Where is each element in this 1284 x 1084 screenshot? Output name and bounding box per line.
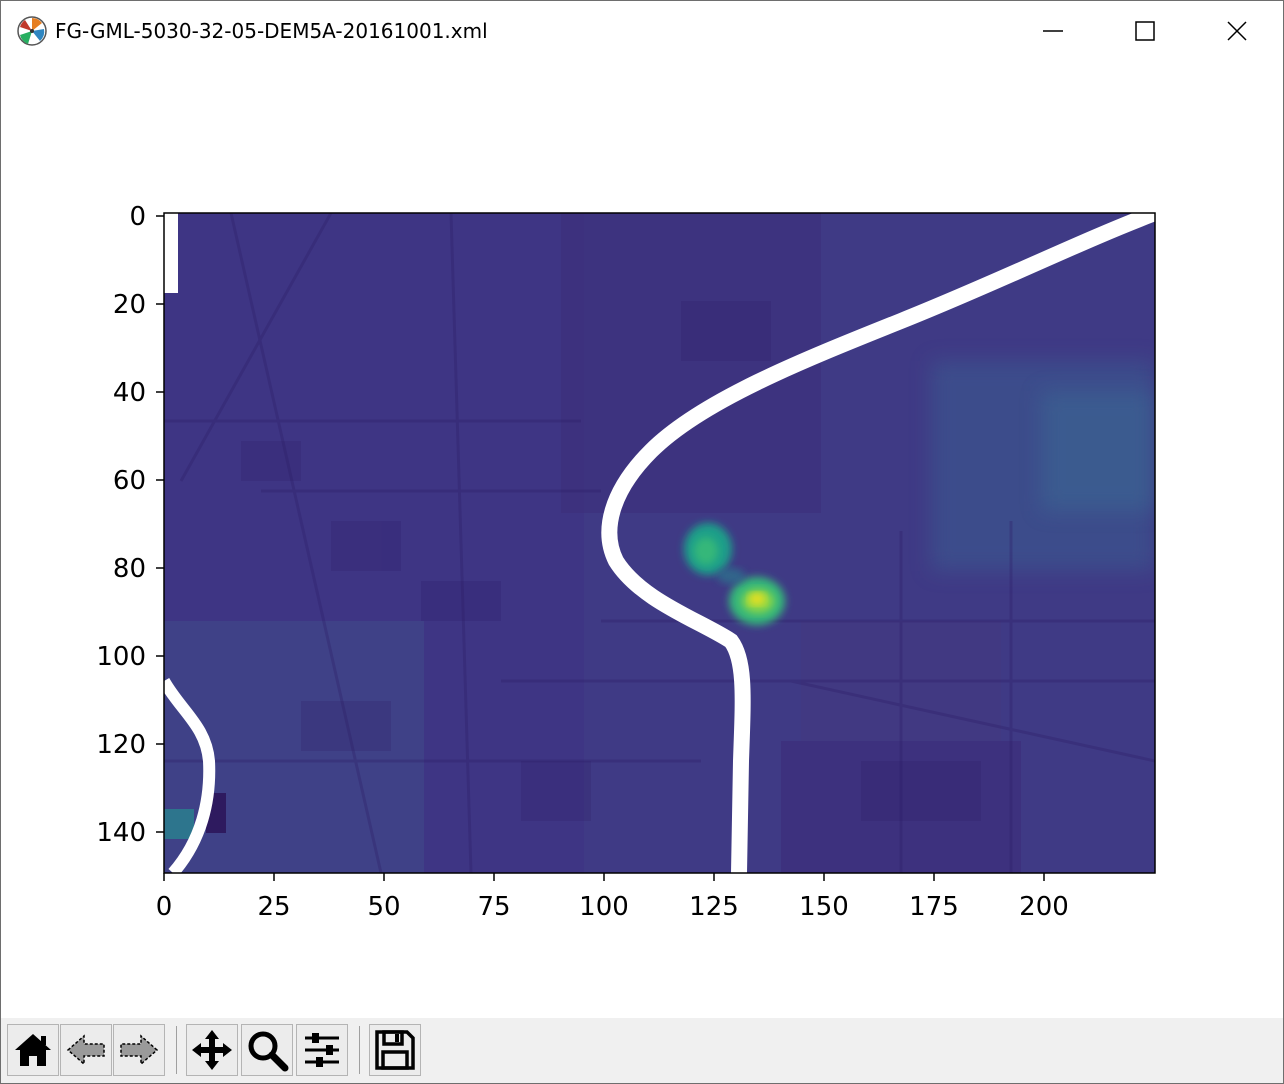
y-tick-label: 80 (113, 554, 146, 584)
maximize-icon (1135, 21, 1155, 41)
minimize-icon (1043, 30, 1063, 32)
navigation-toolbar (1, 1018, 1283, 1083)
heatmap-plot[interactable]: 0 25 50 75 100 125 150 175 200 0 20 40 60 80 100 120 14… (1, 61, 1283, 1017)
x-tick-label: 25 (257, 892, 290, 922)
y-tick-label: 120 (96, 730, 146, 760)
figure-canvas[interactable]: 0 25 50 75 100 125 150 175 200 0 20 40 60 80 100 120 14… (1, 61, 1283, 1017)
home-icon (15, 1034, 51, 1066)
axes-frame (163, 212, 1156, 874)
x-tick-label: 100 (579, 892, 629, 922)
heatmap-image (164, 213, 1155, 873)
save-icon (375, 1030, 415, 1070)
back-arrow-icon (66, 1034, 105, 1066)
x-tick-label: 175 (909, 892, 959, 922)
y-tick-label: 60 (113, 466, 146, 496)
matplotlib-logo-icon (17, 16, 47, 46)
x-tick-label: 50 (367, 892, 400, 922)
x-tick-label: 125 (689, 892, 739, 922)
forward-button[interactable] (113, 1024, 165, 1076)
zoom-button[interactable] (241, 1024, 293, 1076)
window-title: FG-GML-5030-32-05-DEM5A-20161001.xml (55, 19, 488, 43)
x-tick-label: 200 (1019, 892, 1069, 922)
zoom-icon (248, 1031, 289, 1072)
y-tick-label: 140 (96, 818, 146, 848)
subplots-icon (305, 1033, 339, 1067)
y-tick-label: 100 (96, 642, 146, 672)
y-axis: 0 20 40 60 80 100 120 140 (96, 202, 164, 848)
y-tick-label: 40 (113, 378, 146, 408)
save-button[interactable] (369, 1024, 421, 1076)
y-tick-label: 0 (129, 202, 146, 232)
toolbar-separator (359, 1026, 360, 1074)
maximize-button[interactable] (1099, 1, 1191, 61)
forward-arrow-icon (120, 1034, 159, 1066)
x-tick-label: 150 (799, 892, 849, 922)
close-button[interactable] (1191, 1, 1283, 61)
subplots-button[interactable] (296, 1024, 348, 1076)
minimize-button[interactable] (1007, 1, 1099, 61)
back-button[interactable] (60, 1024, 112, 1076)
x-axis: 0 25 50 75 100 125 150 175 200 (156, 873, 1069, 922)
x-tick-label: 75 (477, 892, 510, 922)
pan-button[interactable] (186, 1024, 238, 1076)
title-bar[interactable]: FG-GML-5030-32-05-DEM5A-20161001.xml (1, 1, 1283, 61)
toolbar-separator (176, 1026, 177, 1074)
pan-icon (192, 1030, 232, 1070)
y-tick-label: 20 (113, 290, 146, 320)
home-button[interactable] (7, 1024, 59, 1076)
x-tick-label: 0 (156, 892, 173, 922)
close-icon (1227, 21, 1247, 41)
